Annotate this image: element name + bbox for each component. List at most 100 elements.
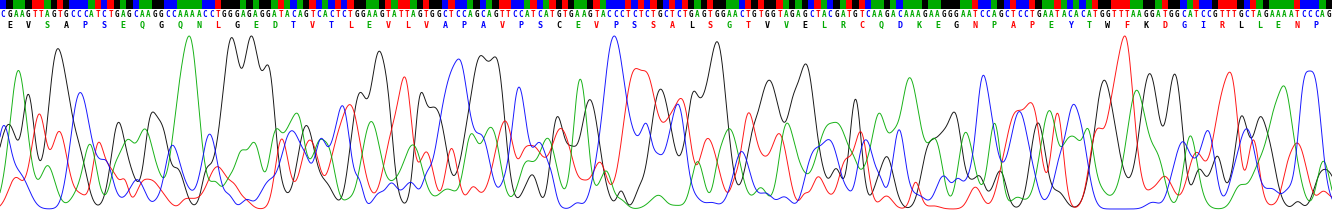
Text: G: G <box>765 10 770 19</box>
Text: L: L <box>1257 21 1261 30</box>
Text: C: C <box>1 10 5 19</box>
Text: T: T <box>405 10 409 19</box>
Text: P: P <box>992 21 996 30</box>
Text: A: A <box>582 10 586 19</box>
Text: T: T <box>651 10 655 19</box>
Bar <box>353 0 360 9</box>
Bar <box>928 0 934 9</box>
Text: G: G <box>159 10 164 19</box>
Bar <box>505 0 511 9</box>
Bar <box>979 0 984 9</box>
Text: C: C <box>1244 10 1249 19</box>
Bar <box>606 0 613 9</box>
Bar <box>284 0 290 9</box>
Text: A: A <box>1156 10 1160 19</box>
Bar <box>133 0 139 9</box>
Text: E: E <box>802 21 807 30</box>
Text: A: A <box>1074 10 1079 19</box>
Bar <box>1099 0 1104 9</box>
Text: E: E <box>1048 21 1054 30</box>
Bar <box>461 0 468 9</box>
Bar <box>518 0 523 9</box>
Bar <box>523 0 530 9</box>
Bar <box>83 0 88 9</box>
Bar <box>1118 0 1124 9</box>
Bar <box>1104 0 1111 9</box>
Text: T: T <box>336 10 340 19</box>
Text: T: T <box>550 10 554 19</box>
Bar <box>1244 0 1249 9</box>
Text: G: G <box>1264 10 1268 19</box>
Bar <box>1256 0 1263 9</box>
Text: G: G <box>1099 10 1104 19</box>
Text: T: T <box>746 10 750 19</box>
Text: A: A <box>197 10 201 19</box>
Text: A: A <box>601 10 605 19</box>
Text: C: C <box>518 10 523 19</box>
Text: Q: Q <box>878 21 883 30</box>
Text: C: C <box>442 10 448 19</box>
Text: S: S <box>631 21 637 30</box>
Bar <box>240 0 246 9</box>
Text: G: G <box>714 10 719 19</box>
Bar <box>663 0 669 9</box>
Text: G: G <box>852 10 858 19</box>
Bar <box>537 0 543 9</box>
Text: A: A <box>1062 10 1066 19</box>
Text: C: C <box>979 10 984 19</box>
Text: C: C <box>456 10 460 19</box>
Bar <box>846 0 852 9</box>
Bar <box>442 0 448 9</box>
Text: A: A <box>177 10 182 19</box>
Text: T: T <box>1011 10 1015 19</box>
Bar <box>290 0 297 9</box>
Text: T: T <box>670 10 674 19</box>
Bar <box>177 0 182 9</box>
Bar <box>675 0 682 9</box>
Text: G: G <box>954 21 959 30</box>
Text: T: T <box>594 10 599 19</box>
Bar <box>915 0 922 9</box>
Text: A: A <box>525 10 529 19</box>
Text: G: G <box>1175 10 1180 19</box>
Text: L: L <box>405 21 410 30</box>
Text: G: G <box>702 10 706 19</box>
Bar <box>1054 0 1060 9</box>
Text: E: E <box>1276 21 1281 30</box>
Text: C: C <box>809 10 814 19</box>
Text: T: T <box>278 10 284 19</box>
Bar <box>1130 0 1136 9</box>
Text: E: E <box>575 21 581 30</box>
Bar <box>253 0 258 9</box>
Bar <box>543 0 549 9</box>
Text: V: V <box>386 21 390 30</box>
Bar <box>739 0 745 9</box>
Text: E: E <box>935 21 940 30</box>
Bar <box>903 0 908 9</box>
Text: G: G <box>1327 10 1331 19</box>
Text: C: C <box>202 10 208 19</box>
Bar <box>770 0 777 9</box>
Bar <box>1205 0 1212 9</box>
Bar <box>1320 0 1325 9</box>
Text: G: G <box>7 10 12 19</box>
Bar <box>669 0 675 9</box>
Text: T: T <box>1030 10 1035 19</box>
Text: C: C <box>83 10 88 19</box>
Text: S: S <box>651 21 655 30</box>
Bar <box>322 0 328 9</box>
Text: A: A <box>272 10 277 19</box>
Text: C: C <box>133 10 139 19</box>
Bar <box>1048 0 1054 9</box>
Bar <box>562 0 569 9</box>
Bar <box>417 0 424 9</box>
Bar <box>385 0 392 9</box>
Text: G: G <box>1036 10 1040 19</box>
Bar <box>392 0 398 9</box>
Text: T: T <box>329 21 334 30</box>
Bar <box>890 0 896 9</box>
Bar <box>555 0 562 9</box>
Bar <box>613 0 618 9</box>
Text: E: E <box>253 21 258 30</box>
Text: T: T <box>1295 10 1300 19</box>
